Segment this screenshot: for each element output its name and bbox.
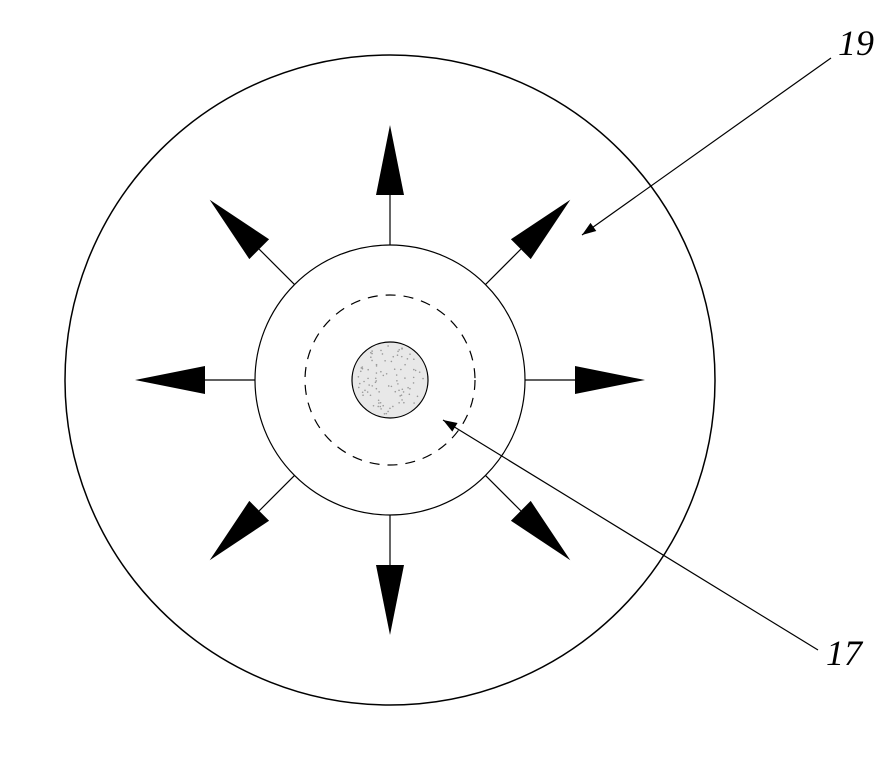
- speckle-dot: [403, 391, 405, 393]
- label-19-text: 19: [838, 23, 874, 63]
- speckle-dot: [379, 406, 381, 408]
- speckle-dot: [401, 347, 403, 349]
- label-17-leader: [443, 420, 818, 650]
- speckle-dot: [400, 369, 402, 371]
- speckle-dot: [382, 405, 384, 407]
- arrow-head: [135, 366, 205, 394]
- speckle-dot: [370, 352, 372, 354]
- arrow-shaft: [485, 249, 520, 284]
- arrow-shaft: [259, 475, 294, 510]
- speckle-dot: [382, 353, 384, 355]
- label-19-leader-arrow: [582, 223, 596, 235]
- speckle-dot: [413, 377, 415, 379]
- speckle-dot: [394, 391, 396, 393]
- speckle-dot: [367, 391, 369, 393]
- speckle-dot: [407, 387, 409, 389]
- speckle-dot: [378, 402, 380, 404]
- speckle-dot: [399, 395, 401, 397]
- speckle-dot: [392, 406, 394, 408]
- speckle-dot: [370, 394, 372, 396]
- label-17-text: 17: [826, 633, 864, 673]
- speckle-dot: [402, 388, 404, 390]
- speckle-dot: [362, 366, 364, 368]
- speckle-dot: [373, 405, 375, 407]
- arrow-head: [376, 125, 404, 195]
- speckle-dot: [371, 385, 373, 387]
- speckle-dot: [398, 390, 400, 392]
- speckle-dot: [364, 390, 366, 392]
- speckle-dot: [409, 388, 411, 390]
- speckle-dot: [398, 349, 400, 351]
- speckle-dot: [409, 393, 411, 395]
- speckle-dot: [398, 402, 400, 404]
- speckle-dot: [360, 370, 362, 372]
- speckle-dot: [378, 391, 380, 393]
- speckle-dot: [415, 370, 417, 372]
- speckle-dot: [375, 380, 377, 382]
- speckle-dot: [380, 402, 382, 404]
- speckle-dot: [375, 381, 377, 383]
- speckle-dot: [367, 369, 369, 371]
- speckle-dot: [401, 399, 403, 401]
- speckle-dot: [388, 385, 390, 387]
- speckle-dot: [370, 356, 372, 358]
- speckle-dot: [397, 351, 399, 353]
- arrow-shaft: [485, 475, 520, 510]
- label-19-leader: [582, 58, 831, 235]
- speckle-dot: [409, 353, 411, 355]
- speckle-dot: [363, 381, 365, 383]
- speckle-dot: [371, 360, 373, 362]
- speckle-dot: [375, 377, 377, 379]
- speckle-dot: [377, 406, 379, 408]
- speckle-dot: [407, 358, 409, 360]
- arrow-head: [376, 565, 404, 635]
- speckle-dot: [404, 364, 406, 366]
- speckle-dot: [387, 345, 389, 347]
- speckle-dot: [376, 364, 378, 366]
- speckle-dot: [380, 350, 382, 352]
- speckle-dot: [359, 383, 361, 385]
- speckle-dot: [396, 380, 398, 382]
- speckle-dot: [417, 396, 419, 398]
- speckle-dot: [391, 361, 393, 363]
- speckle-dot: [413, 382, 415, 384]
- speckle-dot: [384, 413, 386, 415]
- speckle-dot: [391, 386, 393, 388]
- speckle-dot: [419, 371, 421, 373]
- speckle-dot: [358, 376, 360, 378]
- speckle-dot: [380, 371, 382, 373]
- arrow-head: [575, 366, 645, 394]
- speckle-dot: [413, 369, 415, 371]
- speckle-dot: [389, 408, 391, 410]
- speckle-dot: [413, 402, 415, 404]
- speckle-dot: [371, 350, 373, 352]
- speckle-dot: [368, 384, 370, 386]
- speckle-dot: [358, 387, 360, 389]
- speckle-dot: [397, 354, 399, 356]
- speckle-dot: [413, 358, 415, 360]
- speckle-dot: [392, 356, 394, 358]
- speckle-dot: [422, 378, 424, 380]
- speckle-dot: [404, 377, 406, 379]
- speckle-dot: [376, 388, 378, 390]
- speckle-dot: [362, 391, 364, 393]
- speckle-dot: [383, 375, 385, 377]
- speckle-dot: [394, 368, 396, 370]
- speckle-dot: [385, 413, 387, 415]
- speckle-dot: [367, 378, 369, 380]
- speckle-dot: [386, 373, 388, 375]
- speckle-dot: [384, 360, 386, 362]
- speckle-dot: [401, 356, 403, 358]
- speckle-dot: [376, 372, 378, 374]
- speckle-dot: [403, 402, 405, 404]
- core-circle: [352, 342, 428, 418]
- speckle-dot: [387, 411, 389, 413]
- arrow-shaft: [259, 249, 294, 284]
- diagram-canvas: 1917: [0, 0, 893, 758]
- speckle-dot: [396, 374, 398, 376]
- speckle-dot: [362, 394, 364, 396]
- speckle-dot: [397, 383, 399, 385]
- speckle-dot: [378, 399, 380, 401]
- speckle-dot: [380, 408, 382, 410]
